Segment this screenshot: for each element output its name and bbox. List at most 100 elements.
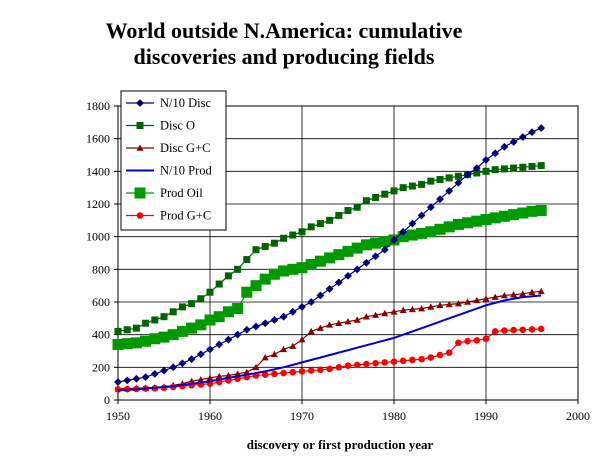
data-point-prod-g-c (289, 368, 297, 376)
data-point-prod-g-c (298, 368, 306, 375)
data-point-disc-g-c (510, 291, 518, 298)
data-point-disc-g-c (326, 321, 334, 328)
legend-marker-n-10-disc (136, 99, 144, 107)
data-point-prod-oil (480, 214, 492, 226)
legend-label-n-10-disc: N/10 Disc (160, 96, 211, 110)
data-point-disc-o (169, 308, 177, 316)
legend-label-n-10-prod: N/10 Prod (160, 164, 212, 178)
x-tick-label: 1970 (290, 409, 314, 423)
legend-marker-disc-g-c (136, 144, 144, 151)
data-point-prod-g-c (390, 358, 398, 365)
data-point-disc-g-c (270, 350, 278, 358)
legend-label-prod-g-c: Prod G+C (160, 209, 211, 223)
data-point-prod-oil (508, 209, 520, 221)
data-point-disc-o (206, 288, 214, 296)
data-point-disc-g-c (307, 327, 315, 335)
data-point-n-10-disc (500, 142, 509, 151)
data-point-prod-oil (462, 217, 474, 229)
y-tick-label: 600 (92, 295, 110, 309)
data-point-disc-o (243, 256, 251, 264)
data-point-disc-g-c (289, 342, 297, 349)
y-tick-label: 0 (104, 393, 110, 407)
data-point-n-10-disc (371, 252, 380, 261)
data-point-disc-o (335, 211, 343, 219)
data-point-disc-g-c (197, 376, 205, 383)
data-point-n-10-disc (132, 374, 141, 383)
data-point-disc-o (519, 163, 527, 171)
data-point-n-10-disc (160, 366, 168, 375)
data-point-prod-oil (498, 210, 510, 222)
data-point-prod-oil (232, 303, 244, 315)
data-point-disc-g-c (445, 300, 453, 308)
data-point-prod-g-c (519, 326, 527, 334)
data-point-disc-o (418, 180, 426, 188)
data-point-disc-o (224, 272, 232, 280)
data-point-prod-oil (517, 207, 529, 219)
data-point-disc-o (381, 190, 389, 198)
legend-box (120, 90, 227, 231)
data-point-prod-g-c (501, 327, 508, 334)
data-point-prod-g-c (537, 325, 545, 333)
data-point-n-10-disc (187, 355, 196, 364)
y-tick-label: 1800 (86, 99, 110, 113)
data-point-prod-oil (204, 314, 216, 326)
y-tick-label: 400 (92, 328, 110, 342)
data-point-disc-o (151, 316, 159, 324)
data-point-disc-o (188, 300, 196, 308)
data-point-disc-o (160, 313, 168, 321)
data-point-prod-oil (167, 329, 179, 341)
data-point-prod-g-c (261, 371, 269, 378)
data-point-disc-g-c (537, 287, 545, 295)
data-point-disc-o (482, 167, 490, 175)
data-point-prod-g-c (381, 359, 389, 366)
data-point-prod-oil (213, 311, 225, 323)
data-point-prod-oil (360, 239, 372, 251)
data-point-prod-oil (259, 273, 271, 285)
data-point-prod-g-c (445, 349, 453, 356)
x-tick-label: 1950 (106, 409, 130, 423)
data-point-prod-oil (452, 218, 464, 230)
data-point-disc-g-c (473, 296, 481, 304)
data-point-prod-oil (130, 337, 142, 349)
y-tick-label: 1000 (86, 230, 110, 244)
data-point-disc-g-c (215, 372, 223, 380)
data-point-disc-g-c (372, 311, 380, 318)
data-point-n-10-disc (288, 307, 297, 316)
data-point-disc-g-c (454, 300, 462, 307)
y-tick-label: 200 (92, 360, 110, 374)
data-point-prod-g-c (491, 328, 499, 335)
data-point-n-10-disc (206, 345, 214, 354)
data-point-n-10-disc (362, 258, 371, 267)
x-tick-label: 1990 (474, 409, 498, 423)
data-point-n-10-disc (233, 330, 242, 339)
chart-title-line-2: discoveries and producing fields (133, 44, 435, 69)
data-point-n-10-disc (316, 291, 325, 300)
legend-marker-disc-o (136, 122, 144, 129)
data-point-prod-g-c (418, 355, 425, 363)
data-point-disc-g-c (418, 305, 426, 312)
data-point-prod-oil (241, 286, 253, 298)
data-point-disc-o (500, 165, 508, 173)
data-point-n-10-disc (491, 149, 500, 158)
data-point-disc-o (280, 234, 288, 242)
data-point-prod-oil (406, 229, 418, 241)
data-point-disc-o (390, 187, 398, 195)
chart-title-line-1: World outside N.America: cumulative (105, 18, 463, 43)
data-point-n-10-disc (353, 265, 362, 274)
data-point-prod-oil (379, 236, 391, 248)
data-point-n-10-disc (399, 227, 408, 236)
data-point-disc-g-c (206, 374, 214, 381)
y-tick-label: 1400 (86, 164, 110, 178)
data-point-prod-g-c (409, 356, 416, 364)
data-point-prod-oil (112, 338, 124, 350)
data-point-disc-g-c (464, 298, 472, 305)
data-point-disc-o (372, 193, 380, 201)
data-point-n-10-disc (325, 285, 334, 293)
data-point-prod-g-c (455, 339, 462, 347)
data-point-n-10-disc (454, 178, 463, 187)
data-point-prod-oil (342, 245, 354, 257)
data-point-disc-o (399, 184, 407, 192)
x-tick-label: 2000 (566, 409, 590, 423)
data-point-prod-oil (489, 212, 501, 224)
data-point-n-10-disc (528, 128, 536, 137)
